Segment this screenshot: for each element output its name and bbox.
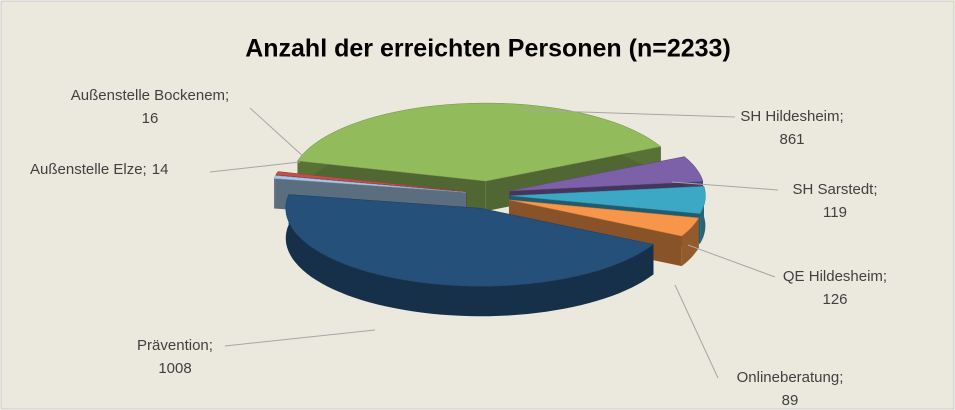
data-label-name: SH Sarstedt; <box>792 181 877 198</box>
data-label-value: 89 <box>782 392 799 409</box>
slice-side <box>274 175 276 209</box>
data-label-value: 16 <box>142 110 159 127</box>
slice <box>508 199 700 237</box>
data-label-value: 126 <box>822 291 847 308</box>
data-label-name: Außenstelle Bockenem; <box>71 87 229 104</box>
leader-line <box>687 244 776 278</box>
slice <box>510 186 706 214</box>
slice <box>273 175 467 193</box>
data-label-value: 14 <box>152 161 169 178</box>
slice <box>509 156 704 192</box>
chart-title: Anzahl der erreichten Personen (n=2233) <box>245 35 731 63</box>
leader-line <box>209 161 301 173</box>
data-label-value: 1008 <box>158 360 191 377</box>
leader-line <box>519 109 736 118</box>
slice <box>285 194 655 287</box>
leader-line <box>249 107 306 159</box>
leader-line <box>671 181 779 191</box>
data-label-name: QE Hildesheim; <box>783 268 887 285</box>
leader-line <box>224 329 376 347</box>
data-label-name: Onlineberatung; <box>737 369 844 386</box>
data-label-name: Außenstelle Elze; <box>30 161 147 178</box>
leader-line <box>674 284 719 379</box>
slice-side <box>285 194 654 317</box>
data-label-value: 119 <box>823 204 847 221</box>
data-label-name: SH Hildesheim; <box>740 108 843 125</box>
slice <box>275 171 467 192</box>
slice-side <box>681 217 699 267</box>
data-label-value: 861 <box>779 131 804 148</box>
slice <box>297 102 662 182</box>
data-label-name: Prävention; <box>137 337 213 354</box>
